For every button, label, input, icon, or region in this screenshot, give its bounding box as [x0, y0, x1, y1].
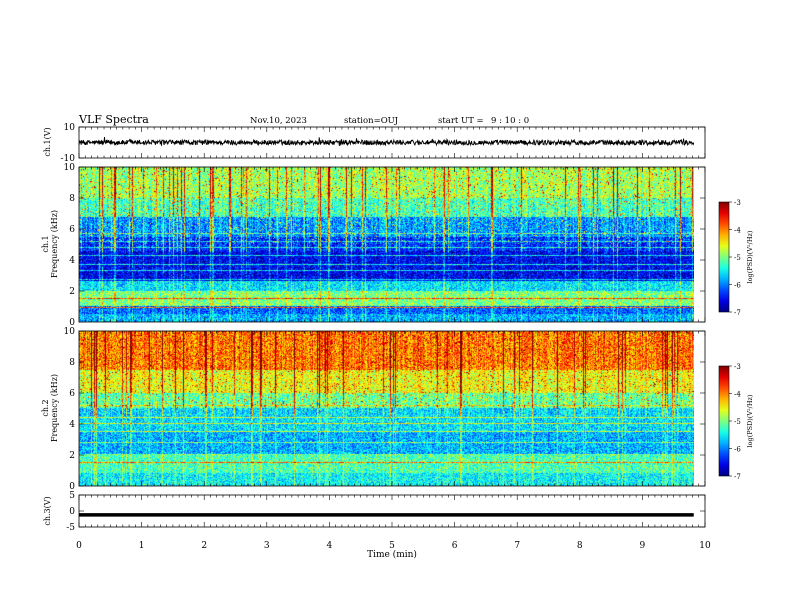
time-axis: 0 1 2 3 4 5 6 7 8 9 10	[76, 541, 711, 551]
date-label: Nov.10, 2023	[250, 116, 307, 126]
ch1-colorbar-scale	[718, 201, 730, 313]
time-axis-tick-label: 2	[201, 541, 207, 551]
ch2-spectrogram-ytick-label: 4	[69, 420, 75, 430]
ch1-waveform-ytick-label: -10	[61, 154, 76, 164]
ch2-colorbar-label: log(PSD)(V²/Hz)	[746, 394, 754, 447]
ch2-spectrogram-image	[79, 331, 694, 486]
ch2-spectrogram-ylabel-line1: ch.2	[41, 399, 50, 416]
time-axis-tick-label: 0	[76, 541, 82, 551]
ch2-colorbar-tick-label: -4	[734, 391, 741, 399]
ch2-spectrogram-ylabel-line2: Frequency (kHz)	[50, 374, 59, 442]
ch3-waveform-panel: 5 0 -5 ch.3(V)	[43, 491, 706, 533]
ch1-waveform-ytick-label: 10	[64, 123, 76, 133]
figure-title: VLF Spectra	[78, 113, 149, 126]
ch1-waveform-ylabel: ch.1(V)	[43, 127, 52, 156]
ch1-spectrogram-image	[79, 167, 694, 322]
ch2-spectrogram-ytick-label: 10	[64, 327, 76, 337]
ch2-colorbar: -3 -4 -5 -6 -7 log(PSD)(V²/Hz)	[718, 363, 754, 481]
ch3-waveform-ylabel: ch.3(V)	[43, 496, 52, 525]
x-axis-label: Time (min)	[367, 549, 417, 560]
ch1-spectrogram-ytick-label: 10	[64, 163, 76, 173]
ch2-spectrogram-ytick-label: 6	[69, 389, 75, 399]
start-ut-label: start UT =	[438, 116, 484, 126]
ch1-waveform-trace	[78, 136, 695, 147]
time-axis-tick-label: 5	[389, 541, 395, 551]
ch1-colorbar: -3 -4 -5 -6 -7 log(PSD)(V²/Hz)	[718, 199, 754, 317]
ch2-spectrogram-ytick-label: 2	[69, 451, 75, 461]
ch1-spectrogram-ytick-label: 6	[69, 225, 75, 235]
ch1-colorbar-label: log(PSD)(V²/Hz)	[746, 230, 754, 283]
ch1-spectrogram-ylabel-line1: ch.1	[41, 235, 50, 252]
ch1-spectrogram-ytick-label: 2	[69, 287, 75, 297]
ch2-colorbar-tick-label: -6	[734, 446, 741, 454]
time-axis-tick-label: 9	[640, 541, 646, 551]
ch1-colorbar-tick-label: -5	[734, 254, 741, 262]
ch1-colorbar-tick-label: -4	[734, 227, 741, 235]
ch1-spectrogram-panel: 0 2 4 6 8 10 ch.1 Frequency (kHz) -3 -4 -5 -6 -7 l…	[41, 163, 754, 328]
ch2-colorbar-tick-label: -5	[734, 418, 741, 426]
time-axis-tick-label: 3	[264, 541, 270, 551]
ch2-spectrogram-panel: 0 2 4 6 8 10 ch.2 Frequency (kHz) -3 -4 -5 -6 -7 l…	[41, 327, 754, 492]
ch3-waveform-ytick-label: 5	[69, 491, 75, 501]
ch1-colorbar-tick-label: -3	[734, 199, 741, 207]
start-ut-time: 9 : 10 : 0	[491, 116, 529, 126]
ch1-colorbar-tick-label: -7	[734, 309, 741, 317]
ch3-waveform-ytick-label: 0	[69, 507, 75, 517]
ch2-colorbar-tick-label: -7	[734, 473, 741, 481]
ch2-spectrogram-ytick-label: 8	[69, 358, 75, 368]
ch1-colorbar-tick-label: -6	[734, 282, 741, 290]
station-label: station=OUJ	[344, 116, 399, 126]
ch1-spectrogram-ytick-label: 8	[69, 194, 75, 204]
ch3-waveform-ytick-label: -5	[66, 523, 75, 533]
time-axis-tick-label: 1	[139, 541, 145, 551]
ch2-colorbar-tick-label: -3	[734, 363, 741, 371]
ch1-spectrogram-ylabel-line2: Frequency (kHz)	[50, 210, 59, 278]
ch1-spectrogram-ytick-label: 4	[69, 256, 75, 266]
time-axis-tick-label: 8	[577, 541, 583, 551]
time-axis-tick-label: 7	[514, 541, 520, 551]
ch2-colorbar-scale	[718, 365, 730, 477]
time-axis-tick-label: 6	[452, 541, 458, 551]
time-axis-tick-label: 4	[327, 541, 333, 551]
time-axis-tick-label: 10	[699, 541, 711, 551]
ch1-waveform-panel: 10 -10 ch.1(V)	[43, 123, 706, 164]
ch2-spectrogram-ytick-label: 0	[69, 482, 75, 492]
ch1-spectrogram-ytick-label: 0	[69, 318, 75, 328]
